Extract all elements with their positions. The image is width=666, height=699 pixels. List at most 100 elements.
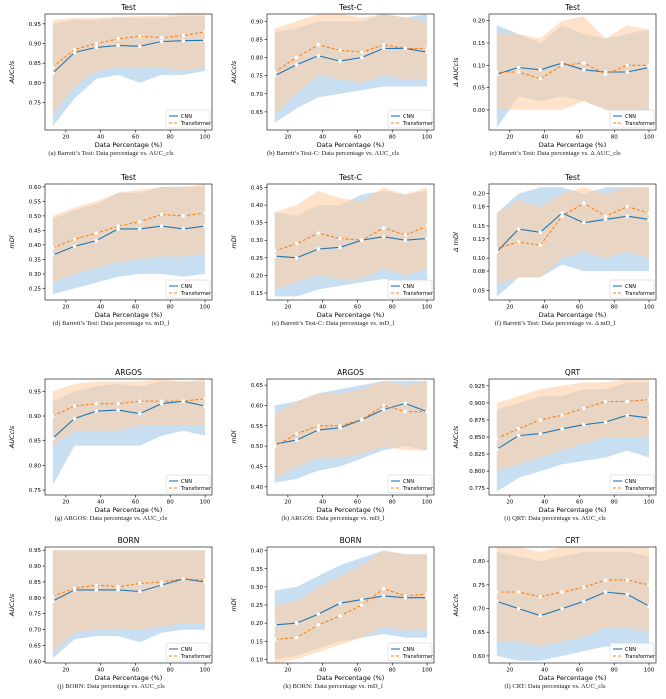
chart-panel-j: BORN 20 40 60 80 100 0.60 0.65 0.70 0.75 0.80 0.85 0… — [0, 533, 222, 690]
data-point-transformer — [381, 586, 386, 591]
y-tick-label: 0.90 — [251, 19, 264, 25]
x-axis-label: Data Percentage (%) — [317, 506, 384, 514]
y-axis-label: Δ AUCcls — [452, 57, 460, 88]
chart-title: BORN — [340, 536, 362, 545]
data-point-transformer — [560, 214, 564, 219]
data-point-transformer — [581, 201, 586, 206]
data-point-cnn — [494, 447, 499, 452]
x-tick-label: 40 — [319, 305, 326, 311]
data-point-cnn — [94, 238, 99, 243]
x-tick-label: 80 — [389, 135, 396, 141]
y-tick-label: 0.75 — [473, 583, 486, 589]
data-point-transformer — [338, 236, 342, 241]
chart-c: Test 20 40 60 80 100 0.00 0.05 0.10 0.15 0.20 Data … — [452, 3, 657, 149]
y-tick-label: 0.45 — [29, 228, 42, 234]
x-tick-label: 100 — [422, 135, 433, 141]
x-tick-label: 20 — [62, 668, 69, 674]
y-tick-label: 0.80 — [473, 559, 486, 565]
y-tick-label: 0.825 — [469, 452, 485, 458]
data-point-transformer — [516, 240, 521, 244]
data-point-transformer — [159, 35, 164, 40]
legend-label-transformer: Transformer — [180, 291, 212, 297]
data-point-cnn — [137, 589, 142, 594]
y-tick-label: 0.18 — [473, 205, 486, 211]
data-point-transformer — [538, 418, 543, 422]
chart-panel-c: Test 20 40 60 80 100 0.00 0.05 0.10 0.15 0.20 Data … — [444, 0, 666, 157]
series-line-cnn — [274, 47, 428, 77]
data-point-transformer — [137, 581, 142, 586]
legend-label-cnn: CNN — [403, 479, 414, 485]
chart-title: CRT — [565, 536, 580, 545]
data-point-cnn — [581, 422, 586, 427]
data-point-transformer — [359, 417, 364, 422]
data-point-transformer — [137, 399, 142, 404]
data-point-cnn — [560, 426, 564, 431]
data-point-transformer — [381, 42, 386, 47]
y-tick-label: 0.50 — [251, 444, 264, 450]
x-tick-label: 40 — [97, 135, 104, 141]
y-tick-label: 0.30 — [251, 585, 264, 591]
data-point-transformer — [494, 70, 499, 74]
y-tick-label: 0.10 — [473, 63, 486, 69]
data-point-transformer — [316, 423, 321, 428]
y-tick-label: 0.30 — [29, 272, 42, 278]
data-point-transformer — [159, 212, 164, 217]
data-point-transformer — [294, 55, 299, 60]
data-point-transformer — [647, 397, 651, 402]
data-point-cnn — [338, 59, 342, 63]
series-line-transformer — [52, 398, 206, 417]
chart-panel-a: Test 20 40 60 80 100 0.75 0.80 0.85 0.90 0.95 Data … — [0, 0, 222, 157]
x-tick-label: 60 — [354, 135, 361, 141]
y-tick-label: 0.40 — [251, 203, 264, 209]
y-tick-label: 0.80 — [29, 81, 42, 87]
y-tick-label: 0.30 — [251, 238, 264, 244]
y-axis-label: mDl — [8, 235, 16, 248]
y-tick-label: 0.55 — [251, 424, 264, 430]
y-tick-label: 0.55 — [29, 199, 42, 205]
y-tick-label: 0.20 — [251, 621, 264, 627]
y-tick-label: 0.40 — [251, 549, 264, 555]
data-point-cnn — [603, 217, 608, 222]
series-line-transformer — [52, 578, 206, 597]
chart-panel-g: ARGOS 20 40 60 80 100 0.75 0.80 0.85 0.90 0.95 Data… — [0, 365, 222, 522]
chart-title: Test — [564, 3, 580, 12]
data-point-cnn — [116, 408, 120, 412]
confidence-band-transformer — [52, 14, 205, 115]
x-tick-label: 40 — [541, 668, 548, 674]
caption-e: (e) Barrett’s Test-C: Data percentage vs… — [271, 320, 395, 327]
legend-label-cnn: CNN — [625, 647, 636, 653]
data-point-transformer — [494, 590, 499, 594]
chart-title: BORN — [118, 536, 140, 545]
data-point-cnn — [294, 255, 299, 260]
x-tick-label: 20 — [62, 500, 69, 506]
x-tick-label: 60 — [354, 500, 361, 506]
data-point-transformer — [181, 576, 186, 581]
data-point-cnn — [94, 588, 99, 592]
y-tick-label: 0.20 — [251, 273, 264, 279]
x-tick-label: 60 — [132, 500, 139, 506]
chart-title: ARGOS — [337, 368, 364, 377]
data-point-cnn — [516, 433, 521, 438]
x-axis-label: Data Percentage (%) — [539, 311, 606, 319]
series-line-cnn — [496, 212, 650, 253]
caption-h: (h) ARGOS: Data percentage vs. mD_l — [281, 515, 385, 522]
x-tick-label: 60 — [132, 305, 139, 311]
x-tick-label: 80 — [611, 305, 618, 311]
data-point-cnn — [516, 606, 521, 611]
data-point-cnn — [50, 253, 55, 257]
x-tick-label: 20 — [284, 668, 291, 674]
y-tick-label: 0.60 — [473, 654, 486, 660]
data-point-transformer — [50, 594, 55, 599]
y-tick-label: 0.80 — [29, 463, 42, 469]
data-point-transformer — [94, 41, 99, 46]
x-tick-label: 20 — [506, 305, 513, 311]
data-point-cnn — [94, 45, 99, 50]
legend-label-cnn: CNN — [403, 114, 414, 120]
legend-label-cnn: CNN — [625, 284, 636, 290]
data-point-transformer — [381, 403, 386, 408]
x-tick-label: 100 — [644, 305, 655, 311]
caption-d: (d) Barrett’s Test: Data percentage vs. … — [52, 320, 170, 327]
data-point-cnn — [603, 420, 608, 424]
data-point-cnn — [359, 597, 364, 602]
data-point-cnn — [581, 220, 586, 225]
